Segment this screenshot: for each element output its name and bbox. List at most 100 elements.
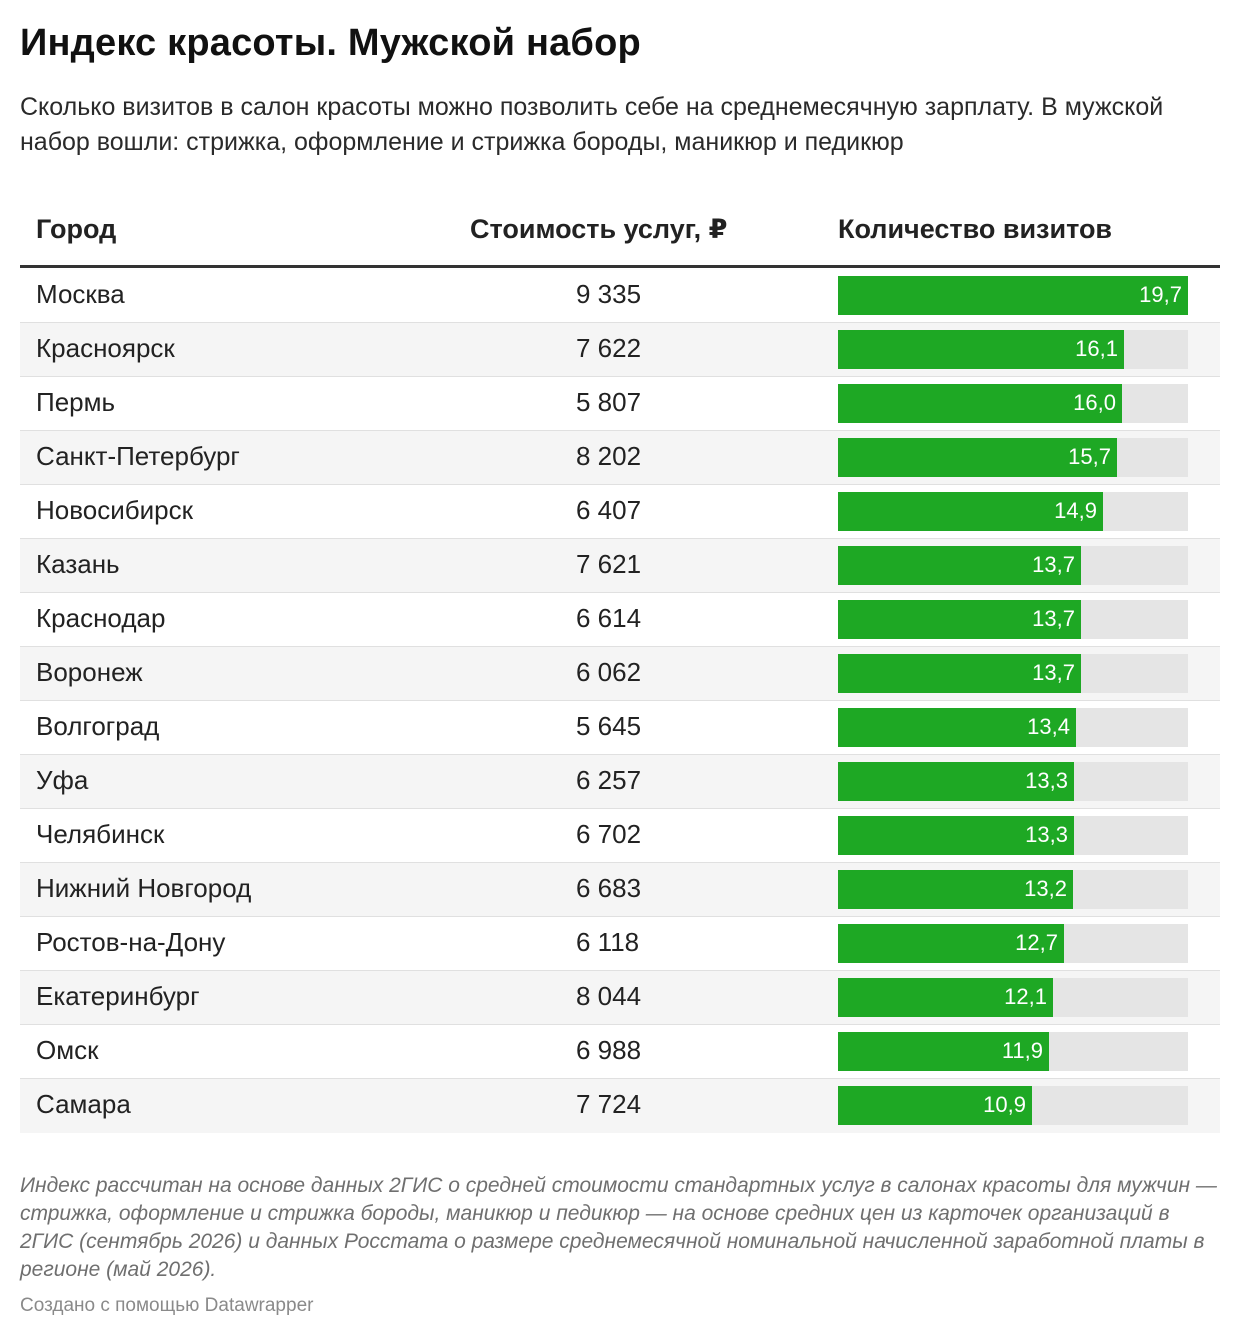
- city-cell: Казань: [36, 549, 120, 579]
- column-header-city[interactable]: Город: [36, 214, 117, 244]
- visits-bar: 13,7: [838, 600, 1081, 639]
- cost-cell: 5 807: [576, 387, 642, 417]
- city-cell: Уфа: [36, 765, 89, 795]
- table-row: Красноярск 7 622 16,1: [20, 323, 1220, 377]
- visits-bar: 13,2: [838, 870, 1073, 909]
- visits-label: 16,1: [1075, 336, 1118, 361]
- city-cell: Новосибирск: [36, 495, 193, 525]
- visits-bar: 15,7: [838, 438, 1117, 477]
- bar-track: 15,7: [838, 438, 1188, 477]
- chart-subtitle: Сколько визитов в салон красоты можно по…: [20, 93, 1164, 156]
- city-cell: Челябинск: [36, 819, 165, 849]
- cost-cell: 7 622: [576, 333, 642, 363]
- bar-track: 13,7: [838, 546, 1188, 585]
- city-cell: Омск: [36, 1035, 99, 1065]
- cost-cell: 6 257: [576, 765, 642, 795]
- table-row: Нижний Новгород 6 683 13,2: [20, 863, 1220, 917]
- visits-bar: 14,9: [838, 492, 1103, 531]
- cost-cell: 8 044: [576, 981, 642, 1011]
- table-row: Омск 6 988 11,9: [20, 1025, 1220, 1079]
- city-cell: Москва: [36, 279, 125, 309]
- cost-cell: 6 988: [576, 1035, 642, 1065]
- visits-label: 16,0: [1073, 390, 1116, 415]
- bar-track: 12,1: [838, 978, 1188, 1017]
- cost-cell: 5 645: [576, 711, 642, 741]
- city-cell: Нижний Новгород: [36, 873, 252, 903]
- table-row: Москва 9 335 19,7: [20, 269, 1220, 323]
- visits-label: 15,7: [1068, 444, 1111, 469]
- city-cell: Ростов-на-Дону: [36, 927, 226, 957]
- table-row: Санкт-Петербург 8 202 15,7: [20, 431, 1220, 485]
- cost-cell: 6 062: [576, 657, 642, 687]
- visits-label: 12,1: [1004, 984, 1047, 1009]
- chart-title: Индекс красоты. Мужской набор: [20, 22, 641, 64]
- visits-label: 11,9: [1001, 1038, 1043, 1063]
- visits-bar: 10,9: [838, 1086, 1032, 1125]
- footnote: Индекс рассчитан на основе данных 2ГИС о…: [20, 1174, 1217, 1281]
- table-header: Город Стоимость услуг, ₽ Количество визи…: [20, 200, 1220, 268]
- visits-bar: 19,7: [838, 276, 1188, 315]
- table-row: Волгоград 5 645 13,4: [20, 701, 1220, 755]
- table-row: Воронеж 6 062 13,7: [20, 647, 1220, 701]
- city-cell: Самара: [36, 1089, 131, 1119]
- table-row: Казань 7 621 13,7: [20, 539, 1220, 593]
- bar-track: 13,7: [838, 654, 1188, 693]
- bar-track: 13,3: [838, 816, 1188, 855]
- city-cell: Краснодар: [36, 603, 166, 633]
- bar-track: 16,0: [838, 384, 1188, 423]
- visits-label: 13,3: [1025, 768, 1068, 793]
- visits-bar: 11,9: [838, 1032, 1049, 1071]
- credit-link[interactable]: Создано с помощью Datawrapper: [20, 1295, 314, 1316]
- visits-bar: 13,3: [838, 762, 1074, 801]
- city-cell: Воронеж: [36, 657, 143, 687]
- visits-label: 13,7: [1032, 552, 1075, 577]
- cost-cell: 9 335: [576, 279, 642, 309]
- visits-bar: 13,7: [838, 654, 1081, 693]
- visits-bar: 12,1: [838, 978, 1053, 1017]
- bar-track: 13,3: [838, 762, 1188, 801]
- cost-cell: 7 724: [576, 1089, 642, 1119]
- visits-label: 13,2: [1024, 876, 1067, 901]
- visits-bar: 13,7: [838, 546, 1081, 585]
- city-cell: Екатеринбург: [36, 981, 200, 1011]
- bar-track: 13,4: [838, 708, 1188, 747]
- column-header-cost[interactable]: Стоимость услуг, ₽: [470, 214, 728, 244]
- bar-track: 14,9: [838, 492, 1188, 531]
- bar-track: 13,7: [838, 600, 1188, 639]
- city-cell: Красноярск: [36, 333, 175, 363]
- cost-cell: 6 683: [576, 873, 642, 903]
- bar-track: 19,7: [838, 276, 1188, 315]
- table-body: Москва 9 335 19,7 Красноярск 7 622 16,1 Пермь 5…: [20, 269, 1220, 1133]
- table-row: Самара 7 724 10,9: [20, 1079, 1220, 1133]
- table-row: Ростов-на-Дону 6 118 12,7: [20, 917, 1220, 971]
- visits-label: 13,4: [1027, 714, 1070, 739]
- bar-track: 10,9: [838, 1086, 1188, 1125]
- table-row: Пермь 5 807 16,0: [20, 377, 1220, 431]
- cost-cell: 8 202: [576, 441, 642, 471]
- visits-label: 13,3: [1025, 822, 1068, 847]
- bar-track: 13,2: [838, 870, 1188, 909]
- visits-bar: 16,1: [838, 330, 1124, 369]
- table-row: Уфа 6 257 13,3: [20, 755, 1220, 809]
- table-row: Краснодар 6 614 13,7: [20, 593, 1220, 647]
- cost-cell: 6 702: [576, 819, 642, 849]
- table-row: Челябинск 6 702 13,3: [20, 809, 1220, 863]
- visits-label: 10,9: [983, 1092, 1026, 1117]
- visits-label: 19,7: [1139, 282, 1182, 307]
- visits-bar: 13,4: [838, 708, 1076, 747]
- bar-track: 11,9: [838, 1032, 1188, 1071]
- cost-cell: 6 118: [576, 927, 640, 957]
- visits-bar: 12,7: [838, 924, 1064, 963]
- cost-cell: 6 407: [576, 495, 642, 525]
- city-cell: Волгоград: [36, 711, 160, 741]
- visits-label: 13,7: [1032, 606, 1075, 631]
- visits-label: 12,7: [1015, 930, 1058, 955]
- column-header-visits[interactable]: Количество визитов: [838, 214, 1113, 244]
- bar-track: 16,1: [838, 330, 1188, 369]
- table-row: Екатеринбург 8 044 12,1: [20, 971, 1220, 1025]
- cost-cell: 7 621: [576, 549, 642, 579]
- cost-cell: 6 614: [576, 603, 642, 633]
- bar-track: 12,7: [838, 924, 1188, 963]
- visits-label: 13,7: [1032, 660, 1075, 685]
- table-row: Новосибирск 6 407 14,9: [20, 485, 1220, 539]
